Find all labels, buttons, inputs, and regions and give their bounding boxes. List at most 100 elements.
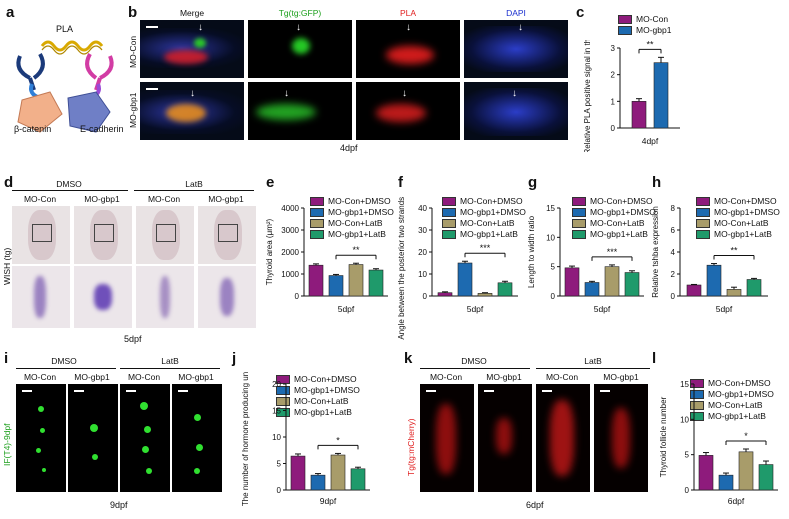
chart-e: 0 1000 2000 3000 4000 ** 5dpf Thyroid area (μm²… <box>265 204 388 314</box>
y-tick-label: 8 <box>671 204 676 213</box>
significance-label: ** <box>646 40 654 49</box>
legend-item: MO-Con+LatB <box>572 218 656 229</box>
wish-image-zoom <box>198 266 256 328</box>
bar <box>477 293 493 297</box>
legend-item: MO-gbp1+LatB <box>572 229 656 240</box>
legend-item: MO-gbp1+DMSO <box>310 207 394 218</box>
group-line <box>120 368 220 369</box>
y-tick-label: 0 <box>423 292 428 301</box>
legend-e: MO-Con+DMSO MO-gbp1+DMSO MO-Con+LatB MO-… <box>310 196 394 240</box>
mcherry-image <box>420 384 474 492</box>
group-header-latb: LatB <box>584 356 602 366</box>
y-tick-label: 2000 <box>281 248 299 257</box>
x-axis-label: 5dpf <box>716 304 733 314</box>
group-line <box>12 190 128 191</box>
micrograph-merge-mo-con: ↓ <box>140 20 244 78</box>
panel-d-footer: 5dpf <box>124 334 142 344</box>
legend-label: MO-gbp1+LatB <box>294 407 352 417</box>
column-header: MO-Con <box>147 194 181 204</box>
y-axis-label: Relative tshba expression <box>651 206 660 298</box>
legend-label: MO-Con+DMSO <box>294 374 357 384</box>
y-axis-label: Angle between the posterior two strands … <box>397 196 406 340</box>
wish-side-label: WISH (tg) <box>2 247 12 285</box>
y-tick-label: 1000 <box>281 270 299 279</box>
legend-label: MO-Con+DMSO <box>328 196 391 206</box>
panel-letter: a <box>6 4 15 21</box>
arrow-icon: ↓ <box>198 22 203 33</box>
group-header-dmso: DMSO <box>51 356 77 366</box>
legend-item: MO-Con <box>618 14 671 25</box>
legend-f: MO-Con+DMSO MO-gbp1+DMSO MO-Con+LatB MO-… <box>442 196 526 240</box>
panel-letter: c <box>576 4 585 21</box>
column-header: MO-gbp1 <box>84 194 120 204</box>
group-header-dmso: DMSO <box>56 179 82 189</box>
row-label-mo-gbp1: MO-gbp1 <box>128 92 138 128</box>
legend-item: MO-Con+DMSO <box>696 196 780 207</box>
group-line <box>134 190 254 191</box>
significance-label: ** <box>730 246 738 256</box>
x-axis-label: 5dpf <box>594 304 611 314</box>
arrow-icon: ↓ <box>512 88 517 99</box>
column-header: MO-gbp1 <box>74 372 110 382</box>
y-axis-label: Thyroid area (μm²) <box>265 218 274 285</box>
pla-schematic <box>16 40 114 133</box>
legend-item: MO-Con+DMSO <box>310 196 394 207</box>
significance-label: *** <box>607 247 618 257</box>
legend-item: MO-gbp1+DMSO <box>572 207 656 218</box>
if-image <box>120 384 170 492</box>
panel-b-footer: 4dpf <box>340 143 358 153</box>
legend-label: MO-gbp1+LatB <box>460 229 518 239</box>
legend-item: MO-Con+DMSO <box>572 196 656 207</box>
micrograph-dapi-mo-gbp1: ↓ <box>464 82 568 140</box>
if-image <box>16 384 66 492</box>
mcherry-image <box>594 384 648 492</box>
panel-letter: k <box>404 350 413 367</box>
panel-letter: j <box>232 350 237 367</box>
bar <box>437 292 453 297</box>
legend-swatch <box>618 15 632 24</box>
y-tick-label: 10 <box>546 233 555 242</box>
mcherry-side-label: Tg(tg:mCherry) <box>406 418 416 476</box>
column-header: MO-Con <box>23 194 57 204</box>
legend-item: MO-gbp1+LatB <box>310 229 394 240</box>
legend-h: MO-Con+DMSO MO-gbp1+DMSO MO-Con+LatB MO-… <box>696 196 780 240</box>
y-axis-label: Length to width ratio <box>527 215 536 288</box>
legend-item: MO-Con+LatB <box>310 218 394 229</box>
y-tick-label: 1 <box>611 97 616 106</box>
significance-label: ** <box>352 245 360 255</box>
legend-g: MO-Con+DMSO MO-gbp1+DMSO MO-Con+LatB MO-… <box>572 196 656 240</box>
significance-label: * <box>744 431 748 441</box>
legend-label: MO-gbp1+DMSO <box>328 207 394 217</box>
if-image <box>68 384 118 492</box>
column-header: MO-Con <box>127 372 161 382</box>
arrow-icon: ↓ <box>296 22 301 33</box>
chart-c: 0 1 2 3 ** 4dpf Relative PLA positive signal i… <box>583 40 680 152</box>
wish-image-top <box>12 206 70 264</box>
legend-label: MO-gbp1+LatB <box>708 411 766 421</box>
y-axis-label: Thyroid follicle number <box>659 396 668 477</box>
column-header-merge: Merge <box>179 8 205 18</box>
panel-i-footer: 9dpf <box>110 500 128 510</box>
column-header: MO-gbp1 <box>178 372 214 382</box>
micrograph-pla-mo-con: ↓ <box>356 20 460 78</box>
bar <box>706 264 722 297</box>
legend-item: MO-Con+DMSO <box>690 378 774 389</box>
wish-image-top <box>198 206 256 264</box>
bar <box>348 264 364 297</box>
wish-image-zoom <box>12 266 70 328</box>
bar <box>698 455 714 491</box>
y-tick-label: 3000 <box>281 226 299 235</box>
legend-label: MO-gbp1+DMSO <box>714 207 780 217</box>
group-line <box>420 368 530 369</box>
legend-item: MO-gbp1+DMSO <box>696 207 780 218</box>
bar <box>368 269 384 297</box>
arrow-icon: ↓ <box>402 88 407 99</box>
column-header: MO-gbp1 <box>603 372 639 382</box>
legend-label: MO-Con+LatB <box>460 218 515 228</box>
column-header: MO-Con <box>545 372 579 382</box>
legend-label: MO-gbp1+DMSO <box>590 207 656 217</box>
legend-label: MO-gbp1+DMSO <box>708 389 774 399</box>
y-tick-label: 6 <box>671 226 676 235</box>
y-tick-label: 0 <box>277 486 282 495</box>
micrograph-gfp-mo-gbp1: ↓ <box>248 82 352 140</box>
